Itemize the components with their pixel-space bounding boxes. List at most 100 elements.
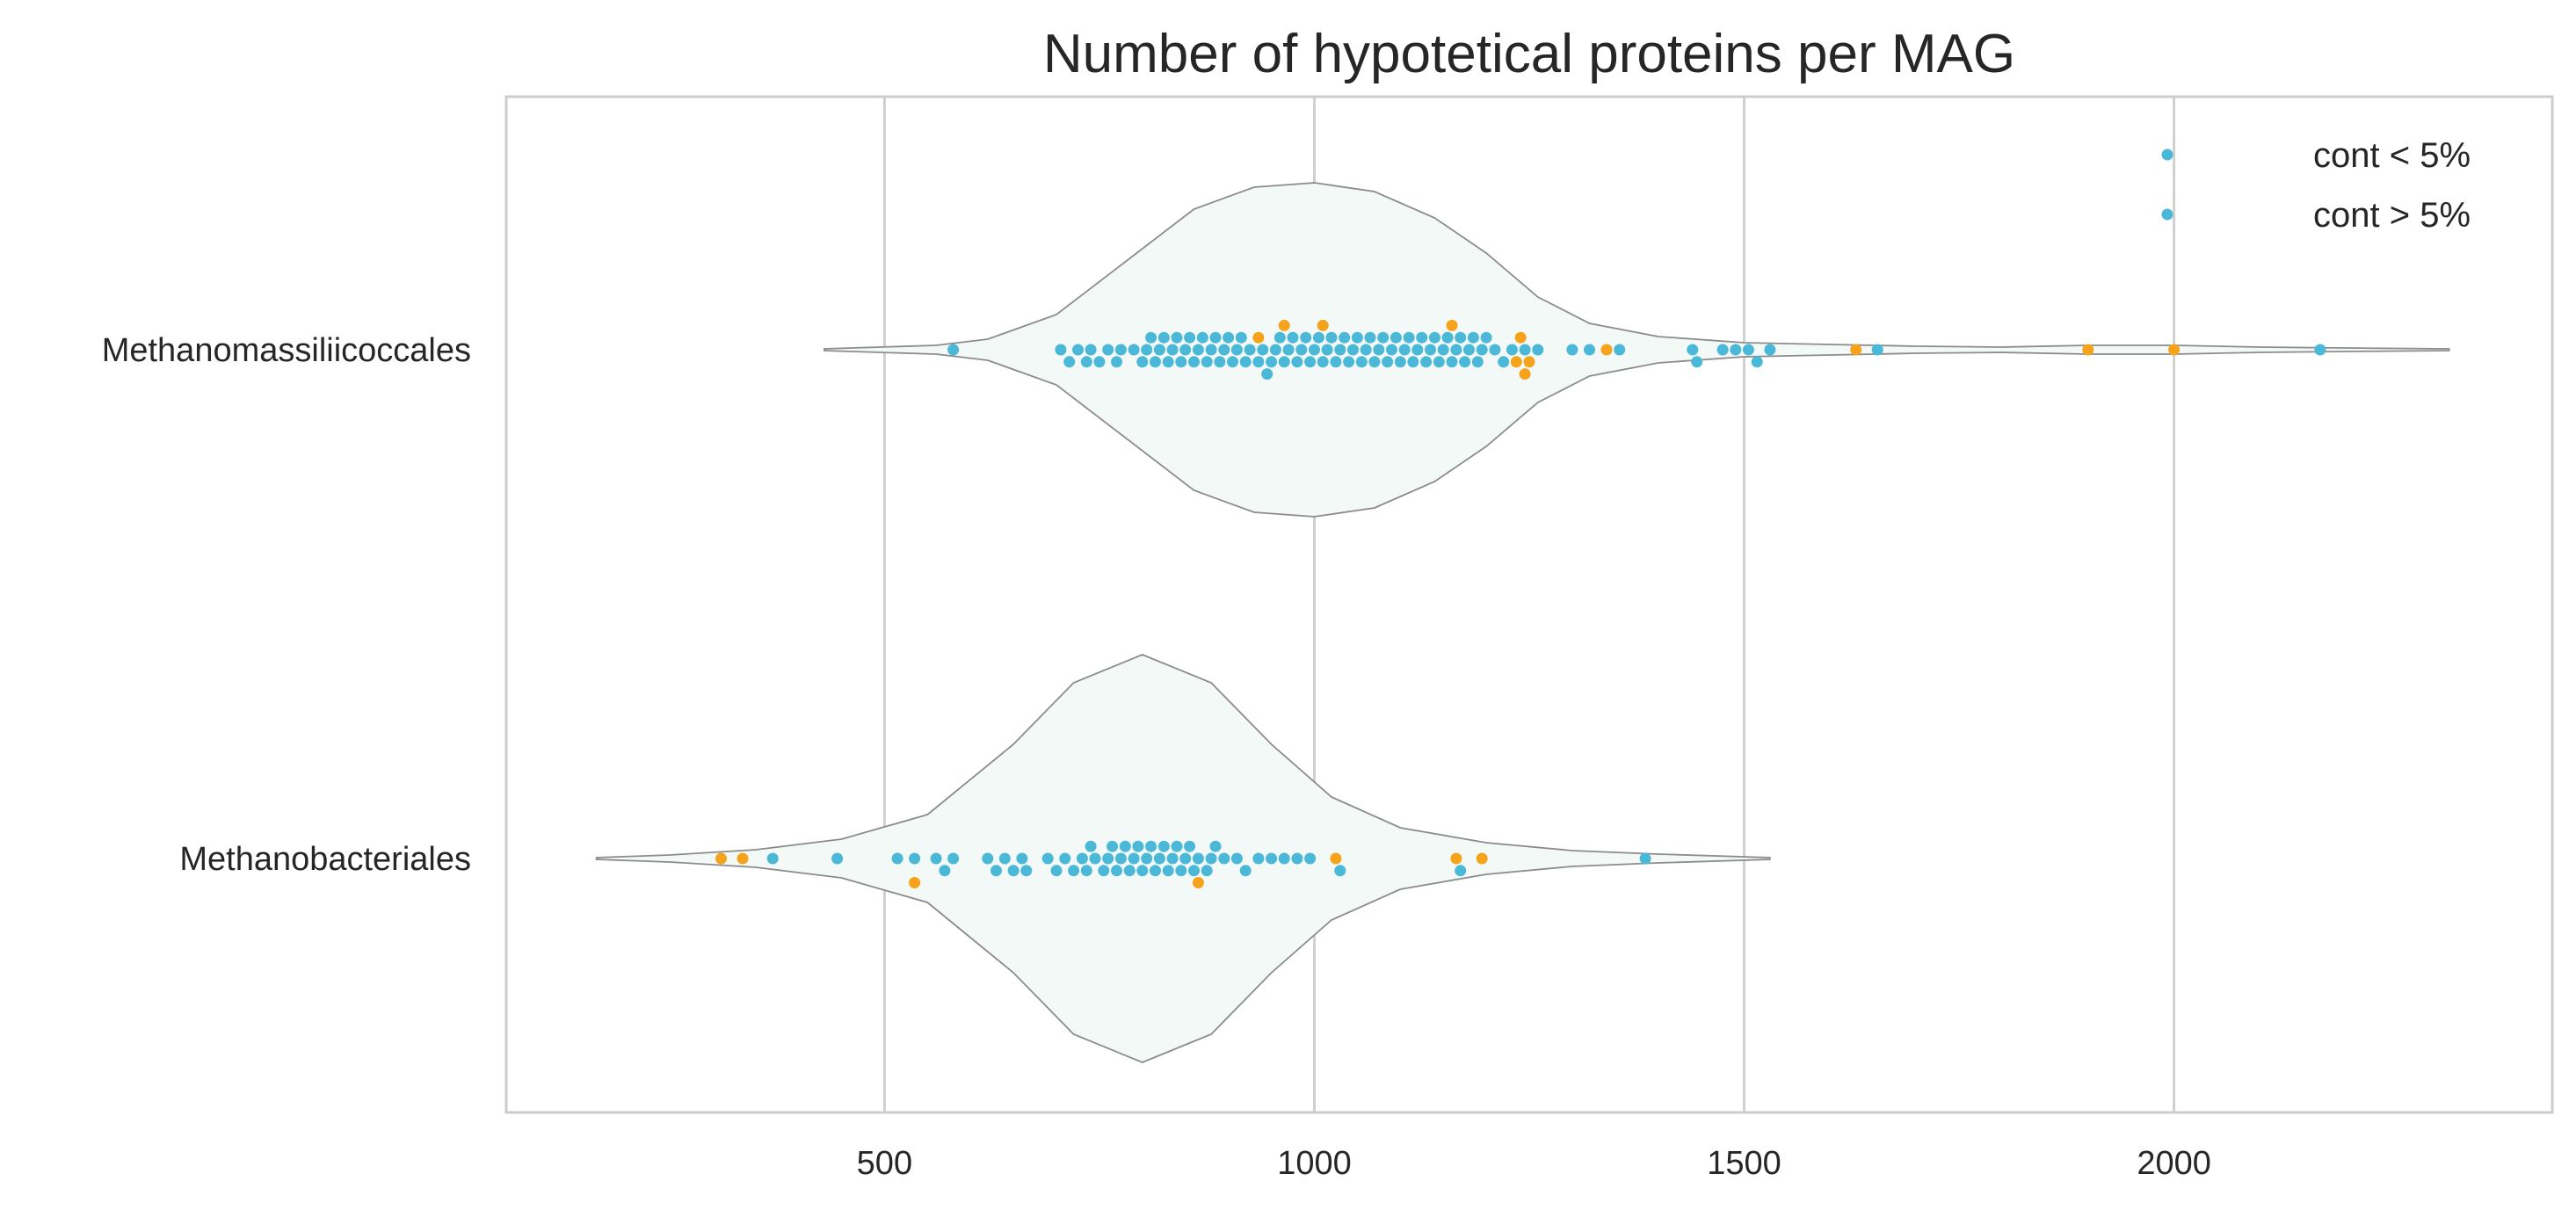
point-cont-low — [1227, 356, 1238, 368]
point-cont-low — [1059, 852, 1071, 865]
point-cont-low — [1566, 344, 1578, 356]
point-cont-low — [1175, 356, 1187, 368]
point-cont-high — [2168, 344, 2181, 356]
point-cont-low — [1295, 344, 1308, 356]
point-cont-low — [831, 852, 844, 865]
point-cont-low — [1364, 331, 1376, 344]
point-cont-low — [1398, 344, 1411, 356]
point-cont-low — [1269, 344, 1281, 356]
point-cont-low — [1266, 356, 1278, 368]
point-cont-low — [1321, 344, 1333, 356]
point-cont-low — [1085, 840, 1097, 852]
point-cont-high — [1519, 368, 1531, 380]
point-cont-low — [1355, 356, 1368, 368]
point-cont-low — [1107, 840, 1119, 852]
point-cont-low — [1691, 356, 1703, 368]
point-cont-low — [1111, 356, 1122, 368]
x-tick-label: 500 — [857, 1145, 912, 1182]
point-cont-low — [1201, 865, 1213, 877]
point-cont-low — [1519, 344, 1531, 356]
legend-label: cont < 5% — [2313, 136, 2471, 175]
plot-frame — [504, 95, 2554, 1114]
point-cont-high — [1278, 319, 1290, 331]
point-cont-low — [1304, 852, 1317, 865]
point-cont-low — [1175, 865, 1187, 877]
point-cont-low — [1334, 344, 1346, 356]
point-cont-low — [1532, 344, 1544, 356]
point-cont-low — [1730, 344, 1742, 356]
point-cont-low — [1209, 331, 1222, 344]
point-cont-low — [1334, 865, 1346, 877]
point-cont-low — [1339, 331, 1351, 344]
point-cont-low — [1068, 865, 1080, 877]
point-cont-low — [891, 852, 903, 865]
point-cont-low — [1098, 865, 1110, 877]
point-cont-low — [930, 852, 942, 865]
violin-layer — [595, 182, 2450, 1063]
point-cont-low — [1266, 852, 1278, 865]
point-cont-low — [1471, 356, 1484, 368]
point-cont-low — [909, 852, 921, 865]
point-cont-low — [1252, 356, 1265, 368]
point-cont-low — [1188, 865, 1200, 877]
point-cont-low — [1425, 344, 1436, 356]
point-cont-low — [1273, 331, 1286, 344]
point-cont-low — [1145, 840, 1157, 852]
point-cont-low — [1184, 331, 1196, 344]
point-cont-low — [1347, 344, 1359, 356]
point-cont-low — [1390, 331, 1402, 344]
point-cont-low — [1145, 331, 1157, 344]
point-cont-low — [1055, 344, 1067, 356]
point-cont-low — [1614, 344, 1626, 356]
point-cont-low — [1394, 356, 1406, 368]
x-tick-label: 1000 — [1277, 1145, 1352, 1182]
point-cont-low — [1230, 344, 1243, 356]
point-cont-low — [766, 852, 779, 865]
point-cont-low — [1239, 356, 1252, 368]
point-cont-low — [1063, 356, 1076, 368]
point-cont-low — [947, 344, 960, 356]
point-cont-high — [1252, 331, 1265, 344]
point-cont-low — [1218, 344, 1230, 356]
point-cont-low — [1639, 852, 1651, 865]
point-cont-low — [1179, 852, 1192, 865]
point-cont-low — [1278, 852, 1290, 865]
point-cont-high — [1192, 877, 1204, 888]
point-cont-low — [1416, 331, 1428, 344]
point-cont-low — [1162, 356, 1174, 368]
point-cont-low — [1437, 344, 1449, 356]
point-cont-low — [1291, 852, 1303, 865]
point-cont-low — [1455, 331, 1467, 344]
point-cont-low — [1360, 344, 1372, 356]
point-cont-low — [1230, 852, 1243, 865]
y-tick-labels: Methanomassiliicoccales Methanobacteriale… — [102, 332, 471, 878]
point-cont-low — [1007, 865, 1020, 877]
point-cont-low — [1128, 852, 1140, 865]
point-cont-low — [1223, 331, 1235, 344]
point-cont-low — [1382, 356, 1394, 368]
violin-methanomassiliicoccales — [823, 182, 2450, 518]
point-cont-low — [1184, 840, 1196, 852]
point-cont-low — [1085, 344, 1097, 356]
point-cont-low — [1764, 344, 1776, 356]
point-cont-low — [1179, 344, 1192, 356]
point-cont-low — [1351, 331, 1363, 344]
point-cont-low — [1153, 344, 1165, 356]
point-cont-low — [1111, 865, 1122, 877]
point-cont-low — [1016, 852, 1028, 865]
point-cont-low — [1089, 852, 1101, 865]
point-cont-low — [1257, 344, 1269, 356]
point-cont-low — [1428, 331, 1440, 344]
point-cont-low — [1205, 344, 1217, 356]
point-cont-low — [1136, 356, 1149, 368]
point-cont-low — [1157, 840, 1170, 852]
point-cont-low — [1132, 840, 1144, 852]
point-cont-low — [1076, 852, 1088, 865]
point-cont-low — [1166, 852, 1179, 865]
point-cont-low — [1102, 852, 1114, 865]
point-cont-low — [1455, 865, 1467, 877]
point-cont-low — [1498, 356, 1510, 368]
point-cont-low — [1072, 344, 1084, 356]
point-cont-low — [1278, 356, 1290, 368]
